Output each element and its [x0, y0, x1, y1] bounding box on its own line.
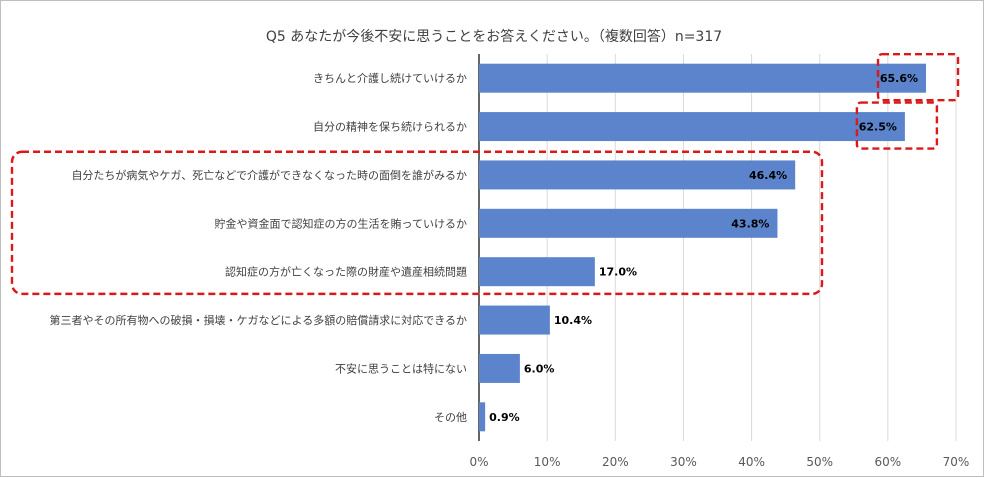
bar [479, 402, 486, 432]
bar [479, 257, 595, 287]
data-label: 10.4% [554, 314, 592, 327]
x-tick-label: 60% [875, 455, 902, 469]
x-tick-label: 10% [534, 455, 561, 469]
highlight-group-box [10, 150, 824, 296]
data-label: 46.4% [749, 169, 787, 182]
x-tick-label: 70% [943, 455, 970, 469]
category-label: 不安に思うことは特にない [335, 361, 467, 375]
gridlines [478, 54, 957, 441]
x-tick-label: 0% [469, 455, 488, 469]
data-label: 43.8% [731, 217, 769, 230]
category-label: 貯金や資金面で認知症の方の生活を賄っていけるか [215, 216, 467, 230]
highlight-box [876, 52, 960, 102]
chart-title: Q5 あなたが今後不安に思うことをお答えください。（複数回答）n=317 [266, 28, 722, 45]
x-tick-label: 20% [602, 455, 629, 469]
data-labels: 65.6% 62.5% 46.4% 43.8% 17.0% 10.4% 6.0% 0.9% [489, 72, 918, 424]
x-axis-ticks: 0% 10% 20% 30% 40% 50% 60% 70% [469, 455, 969, 469]
bar [479, 160, 796, 190]
category-label: きちんと介護し続けていけるか [313, 71, 467, 85]
category-labels: きちんと介護し続けていけるか自分の精神を保ち続けられるか自分たちが病気やケガ、死… [50, 71, 467, 424]
x-tick-label: 30% [670, 455, 697, 469]
bar [479, 63, 927, 93]
data-label: 65.6% [880, 72, 918, 85]
bars [479, 63, 927, 432]
bar [479, 112, 905, 142]
data-label: 6.0% [524, 362, 555, 375]
category-label: 自分たちが病気やケガ、死亡などで介護ができなくなった時の面倒を誰がみるか [71, 168, 467, 182]
data-label: 0.9% [489, 411, 520, 424]
category-label: 認知症の方が亡くなった際の財産や遺産相続問題 [225, 265, 467, 279]
highlight-boxes [10, 52, 960, 296]
data-label: 17.0% [599, 266, 637, 279]
bar [479, 305, 550, 335]
category-label: 第三者やその所有物への破損・損壊・ケガなどによる多額の賠償請求に対応できるか [50, 313, 467, 327]
highlight-box [855, 101, 939, 150]
category-label: その他 [434, 411, 467, 424]
x-tick-label: 50% [806, 455, 833, 469]
bar [479, 208, 778, 238]
x-tick-label: 40% [738, 455, 765, 469]
category-label: 自分の精神を保ち続けられるか [313, 120, 467, 134]
data-label: 62.5% [859, 121, 897, 134]
bar [479, 353, 520, 383]
